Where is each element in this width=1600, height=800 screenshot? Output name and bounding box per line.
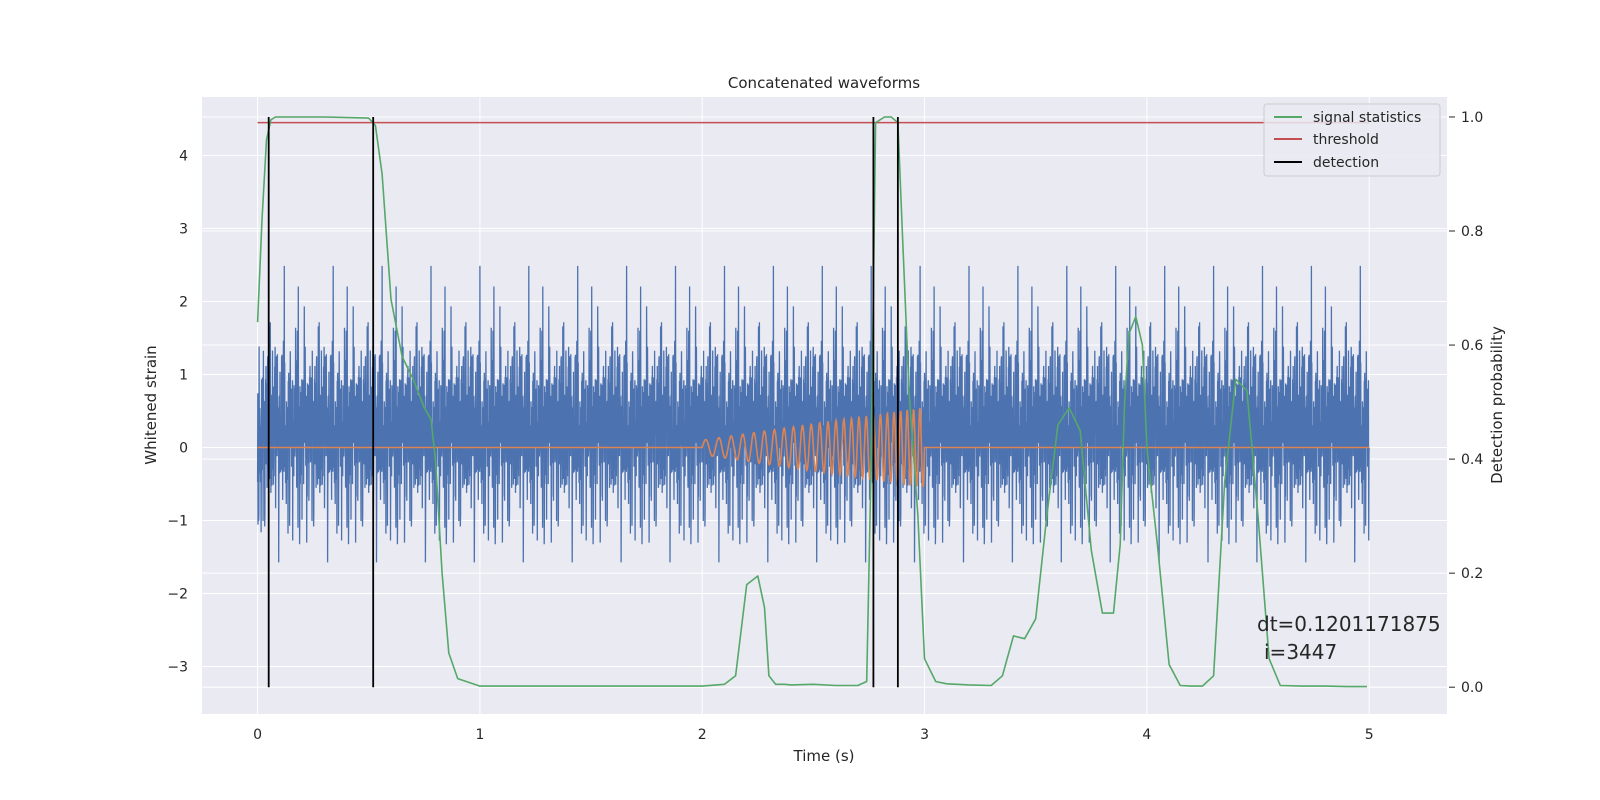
y-tick-label: −1 bbox=[167, 514, 188, 530]
y-tick-label: 0 bbox=[179, 440, 188, 456]
strain-series-line bbox=[256, 265, 1370, 563]
y-tick-label: 3 bbox=[179, 221, 188, 237]
x-tick-label: 4 bbox=[1142, 727, 1151, 743]
x-tick-label: 1 bbox=[475, 727, 484, 743]
axes: 0 1 2 3 4 5 −3 −2 −1 0 1 2 3 4 0.0 0.2 0.4 0.6 0.8 1.0 bbox=[167, 110, 1483, 743]
template-series-line bbox=[257, 407, 1370, 488]
y-tick-label: −2 bbox=[167, 587, 188, 603]
y-tick-label: −3 bbox=[167, 660, 188, 676]
series-layer bbox=[256, 116, 1370, 688]
x-tick-label: 3 bbox=[920, 727, 929, 743]
x-axis-label: Time (s) bbox=[793, 747, 855, 765]
y-tick-label: 1 bbox=[179, 367, 188, 383]
annotation-dt: dt=0.1201171875 bbox=[1257, 612, 1441, 636]
annotation-i: i=3447 bbox=[1264, 640, 1337, 664]
y-tick-label: 2 bbox=[179, 294, 188, 310]
x-tick-label: 2 bbox=[698, 727, 707, 743]
x-tick-label: 0 bbox=[253, 727, 262, 743]
signal-statistics-line bbox=[256, 116, 1367, 688]
y2-tick-label: 0.2 bbox=[1461, 566, 1483, 582]
legend: signal statistics threshold detection bbox=[1263, 103, 1441, 177]
y2-tick-label: 1.0 bbox=[1461, 110, 1483, 126]
y2-tick-label: 0.0 bbox=[1461, 680, 1483, 696]
legend-label-signal-statistics: signal statistics bbox=[1313, 110, 1421, 126]
y2-axis-label: Detection probability bbox=[1488, 326, 1506, 484]
x-tick-label: 5 bbox=[1365, 727, 1374, 743]
legend-label-detection: detection bbox=[1313, 155, 1379, 171]
y-tick-label: 4 bbox=[179, 148, 188, 164]
y2-tick-label: 0.8 bbox=[1461, 224, 1483, 240]
chart-title: Concatenated waveforms bbox=[728, 74, 920, 92]
y2-tick-label: 0.4 bbox=[1461, 452, 1483, 468]
legend-box bbox=[1263, 103, 1441, 177]
y2-tick-label: 0.6 bbox=[1461, 338, 1483, 354]
y-axis-label: Whitened strain bbox=[142, 345, 160, 464]
legend-label-threshold: threshold bbox=[1313, 132, 1379, 148]
